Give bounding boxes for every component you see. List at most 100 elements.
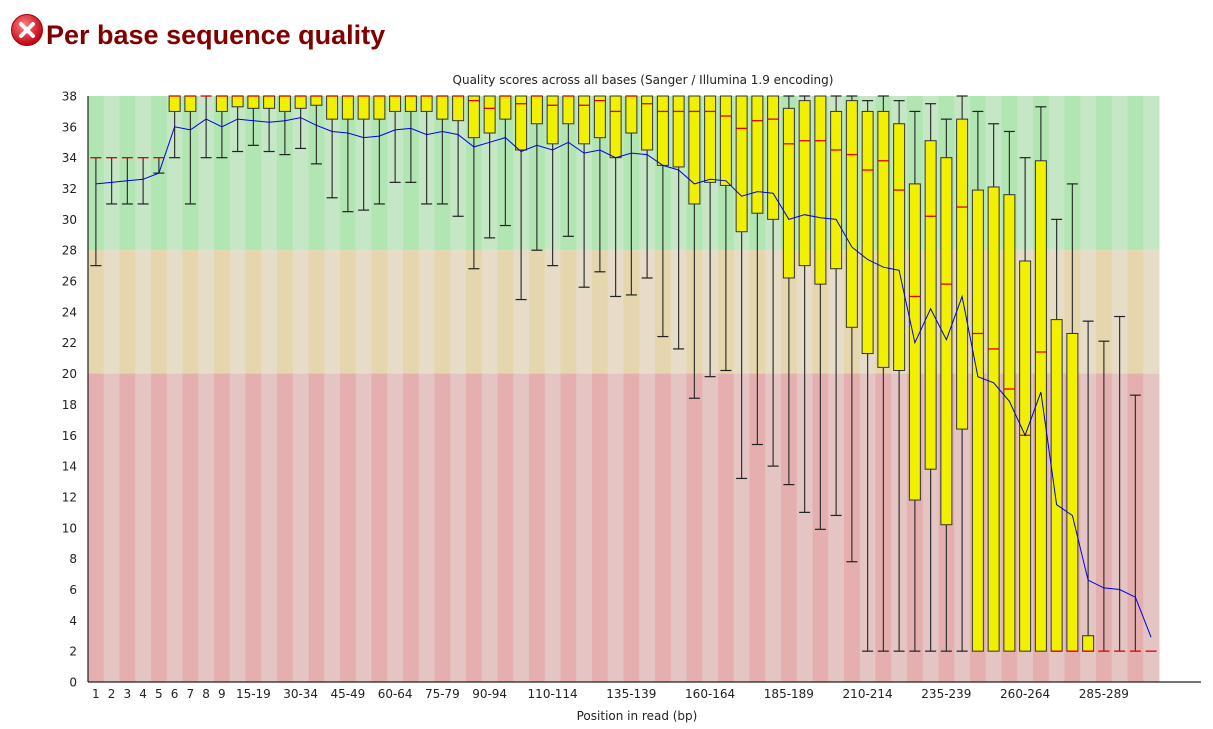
whisker-group (751, 213, 763, 446)
iqr-box (782, 107, 795, 279)
whisker-group (688, 203, 700, 399)
whisker-group (1003, 130, 1015, 195)
iqr-box (467, 95, 480, 139)
whisker-group (216, 111, 228, 159)
zone-stripe (371, 373, 388, 682)
zone-stripe (166, 373, 183, 682)
quality-zone-bands (88, 96, 1160, 682)
zone-stripe (151, 250, 168, 374)
iqr-box (483, 95, 496, 134)
zone-stripe (592, 250, 609, 374)
x-tick-label: 60-64 (378, 687, 413, 701)
zone-stripe (497, 250, 514, 374)
zone-stripe (308, 373, 325, 682)
zone-stripe (198, 250, 215, 374)
y-tick-label: 36 (62, 120, 77, 134)
zone-stripe (1096, 250, 1113, 374)
whisker-group (389, 111, 401, 183)
iqr-box (861, 110, 874, 355)
iqr-box (593, 95, 606, 139)
zone-stripe (292, 250, 309, 374)
x-tick-label: 285-289 (1079, 687, 1129, 701)
zone-stripe (481, 373, 498, 682)
zone-stripe (765, 373, 782, 682)
whisker-group (594, 137, 606, 273)
x-tick-label: 4 (139, 687, 147, 701)
iqr-box (436, 95, 449, 120)
whisker-group (247, 108, 259, 146)
iqr-box (263, 95, 276, 109)
whisker-group (263, 108, 275, 153)
iqr-box (1003, 194, 1016, 652)
whisker-group (137, 157, 149, 205)
whisker-group (641, 149, 653, 279)
zone-stripe (229, 96, 246, 251)
zone-stripe (261, 96, 278, 251)
zone-stripe (277, 96, 294, 251)
iqr-box (877, 110, 890, 368)
zone-stripe (371, 250, 388, 374)
iqr-box (924, 140, 937, 470)
zone-stripe (592, 373, 609, 682)
zone-stripe (639, 250, 656, 374)
zone-stripe (245, 373, 262, 682)
zone-stripe (686, 373, 703, 682)
whisker-group (956, 95, 968, 652)
whisker-group (358, 119, 370, 211)
zone-stripe (560, 373, 577, 682)
y-tick-label: 26 (62, 275, 77, 289)
zone-stripe (1096, 96, 1113, 251)
zone-stripe (229, 250, 246, 374)
zone-stripe (1127, 96, 1144, 251)
zone-stripe (639, 373, 656, 682)
iqr-box (452, 95, 465, 122)
zone-stripe (88, 250, 105, 374)
iqr-box (1019, 260, 1032, 652)
iqr-box (404, 95, 417, 112)
zone-stripe (576, 373, 593, 682)
zone-stripe (450, 250, 467, 374)
whisker-group (326, 119, 338, 199)
whisker-group (342, 119, 354, 213)
x-tick-label: 90-94 (472, 687, 507, 701)
zone-stripe (166, 96, 183, 251)
iqr-box (971, 189, 984, 652)
zone-stripe (576, 250, 593, 374)
iqr-box (578, 95, 591, 145)
iqr-box (751, 95, 764, 214)
whisker-group (279, 111, 291, 156)
y-tick-label: 30 (62, 213, 77, 227)
whisker-group (184, 111, 196, 205)
whisker-group (610, 157, 622, 298)
zone-stripe (655, 373, 672, 682)
iqr-box (294, 95, 307, 109)
x-axis-label: Position in read (bp) (577, 709, 698, 723)
whisker-group (1129, 394, 1141, 652)
whisker-group (846, 95, 858, 563)
zone-stripe (718, 373, 735, 682)
zone-stripe (387, 250, 404, 374)
zone-stripe (340, 250, 357, 374)
zone-stripe (607, 373, 624, 682)
whisker-group (90, 157, 102, 267)
x-tick-label: 185-189 (764, 687, 814, 701)
zone-stripe (198, 373, 215, 682)
whisker-group (736, 231, 748, 480)
y-tick-label: 18 (62, 398, 77, 412)
whisker-group (893, 100, 905, 652)
zone-stripe (214, 373, 231, 682)
x-tick-label: 160-164 (685, 687, 735, 701)
zone-stripe (166, 250, 183, 374)
iqr-box (1066, 332, 1079, 652)
whiskers (90, 95, 1141, 652)
zone-stripe (198, 96, 215, 251)
x-tick-label: 8 (202, 687, 210, 701)
y-tick-label: 12 (62, 490, 77, 504)
whisker-group (468, 137, 480, 270)
zone-stripe (324, 373, 341, 682)
zone-stripe (1111, 250, 1128, 374)
iqr-box (231, 95, 244, 108)
y-tick-label: 34 (62, 151, 77, 165)
y-tick-label: 0 (69, 676, 77, 690)
